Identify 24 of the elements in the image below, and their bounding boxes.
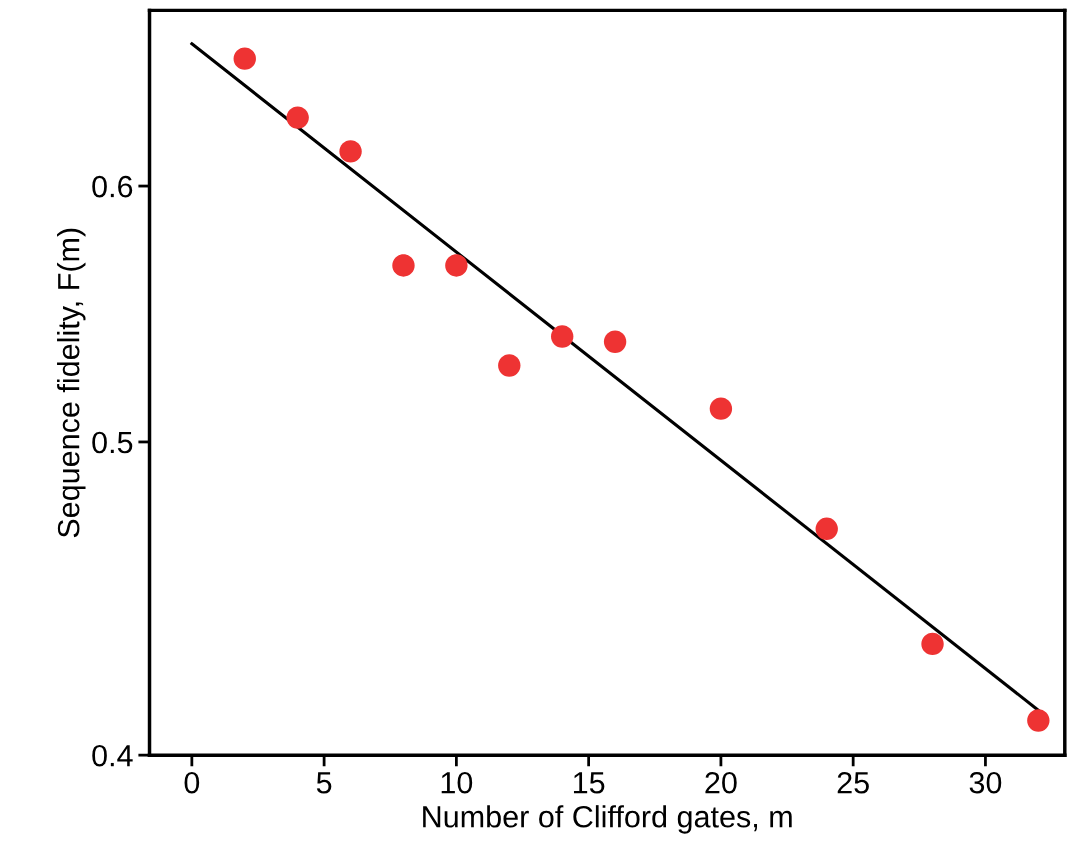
point [550, 325, 574, 348]
point [445, 254, 468, 277]
x-tick-label: 0 [184, 771, 200, 794]
point [921, 632, 944, 656]
x-tick-label: 10 [441, 771, 473, 794]
y-tick-label: 0.5 [92, 431, 133, 454]
y-tick-label: 0.6 [92, 175, 133, 198]
x-tick-label: 5 [316, 772, 332, 794]
x-tick-label: 30 [969, 771, 1002, 794]
y-tick-label: 0.4 [92, 744, 133, 767]
point [286, 106, 309, 129]
x-tick-label: 25 [837, 771, 869, 794]
y-axis-title: Sequence fidelity, F(m) [57, 228, 86, 538]
point [498, 354, 521, 377]
x-tick-label: 15 [573, 772, 605, 794]
point [815, 517, 838, 540]
point [709, 397, 733, 420]
point [233, 47, 256, 70]
point [339, 140, 362, 163]
point [392, 254, 415, 277]
point [1027, 709, 1050, 732]
x-axis-title: Number of Clifford gates, m [423, 805, 792, 834]
x-tick-label: 20 [705, 771, 737, 794]
point [603, 330, 627, 353]
